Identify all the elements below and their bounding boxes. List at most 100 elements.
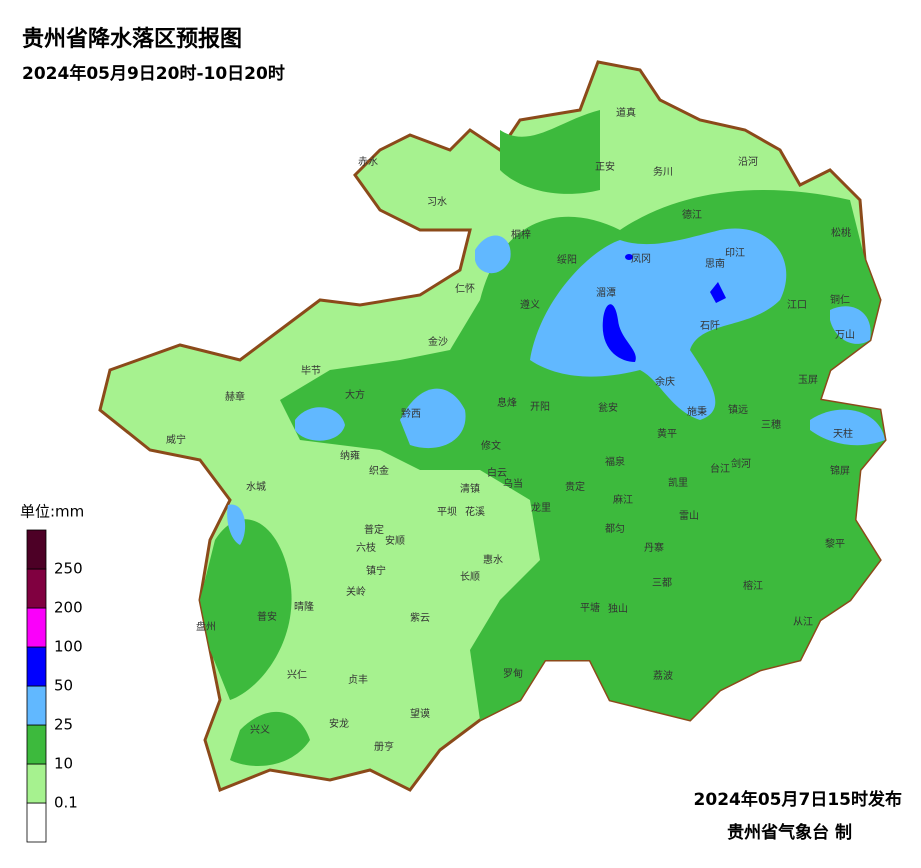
county-label: 长顺 xyxy=(460,571,480,583)
issue-time: 2024年05月7日15时发布 xyxy=(694,789,902,810)
county-label: 黎平 xyxy=(825,537,845,550)
county-label: 榕江 xyxy=(743,579,763,592)
county-label: 望谟 xyxy=(410,707,430,720)
county-label: 镇宁 xyxy=(366,564,386,577)
county-label: 花溪 xyxy=(465,505,485,518)
county-label: 平塘 xyxy=(580,601,600,614)
issuer: 贵州省气象台 制 xyxy=(727,822,852,843)
county-label: 施秉 xyxy=(687,405,707,418)
county-label: 安顺 xyxy=(385,534,405,547)
rain-25-50 xyxy=(530,228,787,420)
legend-swatch xyxy=(26,646,47,687)
legend-label: 50 xyxy=(54,677,73,695)
county-label: 德江 xyxy=(682,208,702,221)
county-label: 黄平 xyxy=(657,427,677,440)
county-label: 大方 xyxy=(345,388,365,401)
county-label: 麻江 xyxy=(613,493,633,506)
county-label: 余庆 xyxy=(655,375,675,388)
county-label: 白云 xyxy=(487,466,507,479)
map-subtitle: 2024年05月9日20时-10日20时 xyxy=(22,63,285,84)
county-label: 剑河 xyxy=(731,457,751,470)
county-label: 凯里 xyxy=(668,476,688,489)
county-label: 贵定 xyxy=(565,480,585,493)
county-label: 桐梓 xyxy=(511,228,531,241)
county-label: 锦屏 xyxy=(830,464,850,477)
county-label: 正安 xyxy=(595,160,615,173)
rain-50-100 xyxy=(625,254,633,260)
legend-label: 10 xyxy=(54,755,73,773)
county-label: 毕节 xyxy=(301,364,321,377)
legend: 0.1 10 25 50 100 200 250 xyxy=(26,529,83,843)
county-label: 贞丰 xyxy=(348,673,368,686)
county-label: 纳雍 xyxy=(340,449,360,462)
county-label: 沿河 xyxy=(738,156,758,168)
county-label: 兴仁 xyxy=(287,669,307,681)
rain-25-50 xyxy=(227,504,246,545)
county-label: 金沙 xyxy=(428,335,448,348)
county-label: 福泉 xyxy=(605,455,625,468)
legend-label: 250 xyxy=(54,560,83,578)
rain-10-25 xyxy=(500,110,600,194)
legend-swatch xyxy=(26,685,47,726)
county-label: 三都 xyxy=(652,577,672,589)
county-label: 松桃 xyxy=(831,226,851,239)
county-label: 绥阳 xyxy=(557,254,577,266)
county-label: 赤水 xyxy=(358,156,378,168)
county-label: 晴隆 xyxy=(294,600,314,613)
rain-25-50 xyxy=(810,409,885,446)
county-label: 息烽 xyxy=(497,396,517,409)
county-label: 织金 xyxy=(369,464,389,477)
county-label: 修文 xyxy=(481,439,501,452)
rain-25-50 xyxy=(295,407,345,441)
county-label: 湄潭 xyxy=(596,287,616,299)
county-label: 石阡 xyxy=(700,320,720,332)
rain-25-50 xyxy=(475,235,511,274)
legend-swatch xyxy=(26,568,47,609)
county-label: 龙里 xyxy=(531,501,551,514)
county-label: 台江 xyxy=(710,462,730,475)
legend-swatch xyxy=(26,724,47,765)
county-label: 玉屏 xyxy=(798,374,818,386)
county-label: 开阳 xyxy=(530,401,550,413)
legend-label: 25 xyxy=(54,716,73,734)
legend-label: 200 xyxy=(54,599,83,617)
county-label: 六枝 xyxy=(356,541,376,554)
rain-25-50 xyxy=(400,388,466,449)
county-label: 丹寨 xyxy=(644,541,664,554)
county-label: 铜仁 xyxy=(830,294,850,306)
county-label: 兴义 xyxy=(250,724,270,736)
county-label: 盘州 xyxy=(196,620,216,633)
county-label: 镇远 xyxy=(728,403,748,416)
county-label: 都匀 xyxy=(605,523,625,535)
legend-swatch xyxy=(26,763,47,804)
rain-25-50 xyxy=(830,306,871,344)
legend-swatch xyxy=(26,802,47,843)
county-label: 务川 xyxy=(653,165,673,178)
county-label: 关岭 xyxy=(346,585,366,598)
county-label: 万山 xyxy=(835,329,855,341)
county-label: 天柱 xyxy=(833,427,853,440)
county-label: 习水 xyxy=(427,196,447,208)
map-title: 贵州省降水落区预报图 xyxy=(22,27,242,52)
legend-title: 单位:mm xyxy=(20,503,84,521)
rain-10-25 xyxy=(230,711,310,766)
county-label: 普安 xyxy=(257,610,277,623)
rain-50-100 xyxy=(602,304,636,362)
county-label: 从江 xyxy=(793,616,813,628)
county-label: 赫章 xyxy=(225,390,245,403)
county-label: 仁怀 xyxy=(455,283,475,295)
county-label: 册亨 xyxy=(374,740,394,753)
rain-10-25 xyxy=(200,519,292,700)
county-label: 乌当 xyxy=(503,477,523,490)
county-label: 遵义 xyxy=(520,298,540,311)
county-label: 印江 xyxy=(725,247,745,259)
county-label: 黔西 xyxy=(401,407,421,420)
county-label: 道真 xyxy=(616,106,636,119)
county-label: 紫云 xyxy=(410,612,430,624)
legend-label: 0.1 xyxy=(54,794,78,812)
county-label: 江口 xyxy=(787,299,807,311)
county-label: 三穗 xyxy=(761,418,781,431)
county-label: 雷山 xyxy=(679,510,699,522)
